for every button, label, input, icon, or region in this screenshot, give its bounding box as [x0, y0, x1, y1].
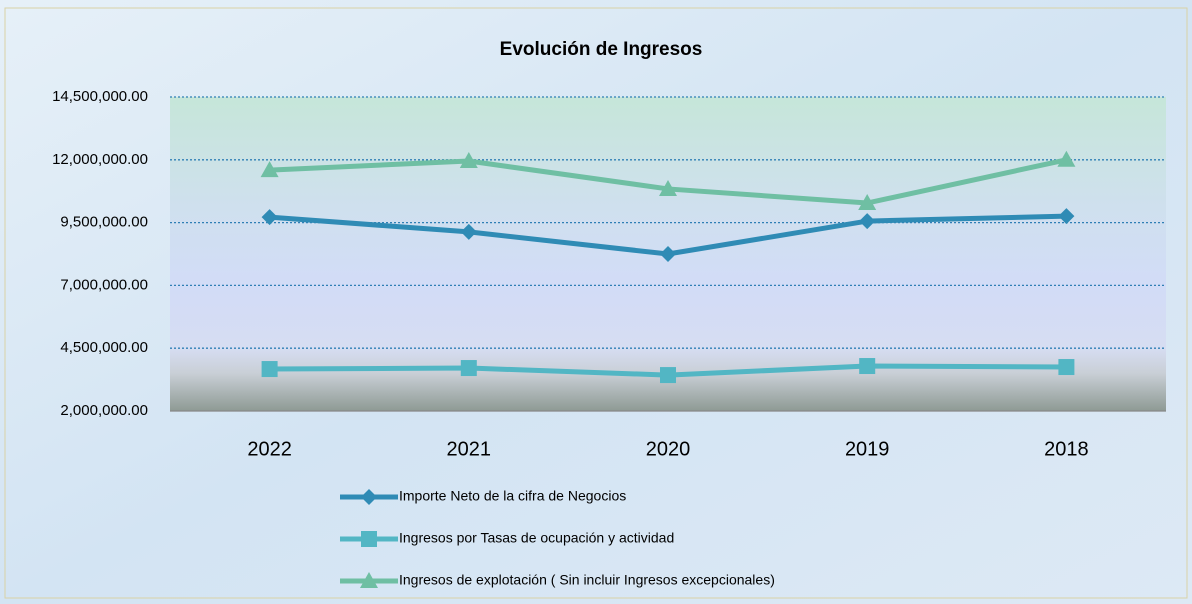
marker	[460, 360, 477, 377]
legend-label: Importe Neto de la cifra de Negocios	[399, 488, 626, 504]
marker	[459, 152, 478, 169]
y-tick-label: 2,000,000.00	[60, 402, 148, 419]
y-tick-label: 14,500,000.00	[52, 88, 148, 105]
marker	[859, 358, 876, 375]
legend-label: Ingresos de explotación ( Sin incluir In…	[399, 572, 775, 588]
marker	[660, 367, 676, 384]
marker	[1057, 150, 1076, 167]
marker	[1058, 359, 1075, 376]
chart-title: Evolución de Ingresos	[500, 39, 703, 60]
marker	[660, 246, 676, 262]
x-tick-label: 2022	[247, 438, 292, 460]
y-tick-label: 9,500,000.00	[60, 214, 148, 231]
y-tick-label: 7,000,000.00	[60, 276, 148, 293]
marker	[659, 179, 677, 196]
x-tick-label: 2018	[1044, 438, 1089, 460]
legend-label: Ingresos por Tasas de ocupación y activi…	[399, 530, 674, 546]
x-tick-label: 2020	[646, 438, 691, 460]
marker	[858, 194, 877, 211]
marker	[1058, 208, 1075, 225]
legend-marker	[360, 572, 378, 588]
marker	[260, 161, 279, 178]
marker	[261, 361, 278, 378]
marker	[460, 223, 477, 240]
marker	[261, 209, 278, 226]
frame	[4, 7, 1188, 599]
x-tick-label: 2021	[447, 438, 492, 460]
marker	[859, 213, 876, 230]
y-tick-label: 4,500,000.00	[60, 339, 148, 356]
y-tick-label: 12,000,000.00	[52, 151, 148, 168]
x-tick-label: 2019	[845, 438, 890, 460]
legend-marker	[361, 531, 377, 547]
legend-marker	[361, 489, 377, 505]
